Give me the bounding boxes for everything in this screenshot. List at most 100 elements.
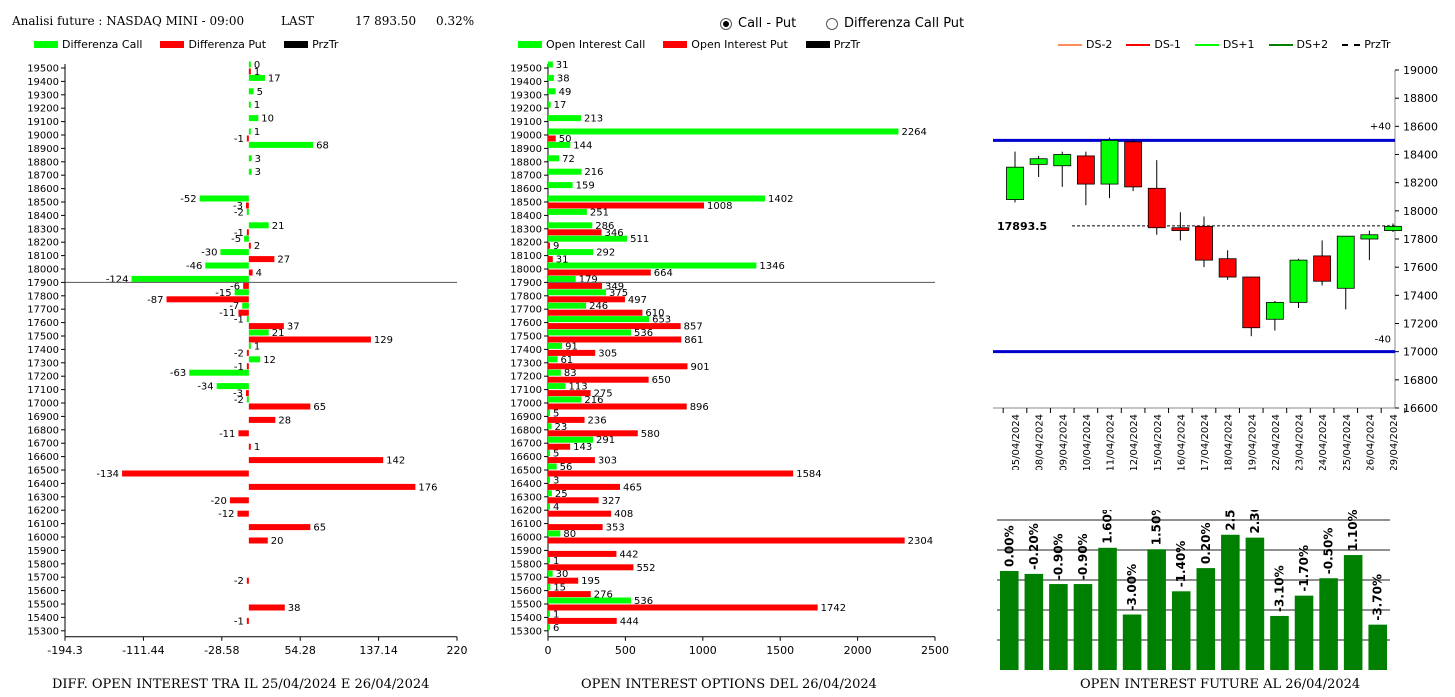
bar-put bbox=[548, 416, 585, 423]
change-value-label: -0.90% bbox=[1076, 533, 1090, 580]
bar-value-label: -12 bbox=[218, 509, 234, 520]
strike-tick-label: 19000 bbox=[27, 131, 59, 142]
bar-call bbox=[248, 356, 261, 363]
change-value-label: -3.10% bbox=[1272, 565, 1286, 612]
bar-call bbox=[548, 624, 550, 631]
strike-tick-label: 17800 bbox=[510, 291, 542, 302]
strike-tick-label: 15400 bbox=[510, 613, 542, 624]
bar-put bbox=[246, 577, 249, 584]
legend-item: Open Interest Put bbox=[663, 38, 788, 51]
bar-put bbox=[548, 390, 591, 397]
bar-value-label: -34 bbox=[197, 382, 213, 393]
bar-value-label: 552 bbox=[636, 563, 655, 574]
line-ds-plus1-icon bbox=[1194, 43, 1219, 46]
strike-tick-label: 16500 bbox=[510, 466, 542, 477]
legend-item: Differenza Put bbox=[160, 38, 266, 51]
candle-bearish bbox=[1171, 227, 1190, 231]
bar-value-label: 12 bbox=[263, 355, 276, 366]
price-tick-label: 17400 bbox=[1403, 289, 1438, 302]
last-price-label: 17893.5 bbox=[997, 220, 1047, 233]
bar-put bbox=[246, 229, 249, 236]
strike-tick-label: 18700 bbox=[510, 171, 542, 182]
candle-bullish bbox=[1100, 140, 1119, 185]
change-bar bbox=[1049, 584, 1068, 670]
bar-call bbox=[248, 168, 252, 175]
date-tick-label: 16/04/2024 bbox=[1176, 414, 1187, 470]
price-tick-label: 17000 bbox=[1403, 346, 1438, 359]
bar-value-label: -11 bbox=[219, 308, 235, 319]
bar-value-label: 21 bbox=[272, 328, 285, 339]
bar-call bbox=[548, 463, 557, 470]
bar-value-label: 896 bbox=[690, 402, 709, 413]
change-value-label: -0.90% bbox=[1051, 533, 1065, 580]
radio-differenza-call-put[interactable]: Differenza Call Put bbox=[826, 16, 964, 31]
strike-tick-label: 19200 bbox=[510, 104, 542, 115]
date-tick-label: 17/04/2024 bbox=[1200, 414, 1211, 470]
bar-value-label: 2304 bbox=[908, 536, 933, 547]
radio-differenza-label: Differenza Call Put bbox=[844, 16, 965, 31]
change-bar bbox=[1221, 534, 1240, 670]
strike-tick-label: 18600 bbox=[27, 184, 59, 195]
bar-call bbox=[248, 88, 254, 95]
bar-value-label: 1 bbox=[553, 609, 559, 620]
bar-value-label: -3 bbox=[233, 389, 243, 400]
change-bar bbox=[1171, 591, 1191, 670]
strike-tick-label: 17900 bbox=[27, 278, 59, 289]
bar-call bbox=[189, 369, 249, 376]
bar-value-label: 68 bbox=[316, 140, 329, 151]
bar-call bbox=[205, 262, 249, 269]
swatch-put-icon bbox=[663, 41, 688, 48]
radio-call-put[interactable]: Call - Put bbox=[720, 16, 796, 31]
bar-put bbox=[248, 457, 384, 464]
bar-call bbox=[548, 557, 550, 564]
bar-call bbox=[548, 155, 560, 162]
change-bar bbox=[1270, 615, 1289, 670]
diff-open-interest-chart: 19500 19400 19300 19200 19100 19000 18900 18800… bbox=[27, 60, 467, 657]
strike-tick-label: 17900 bbox=[510, 278, 542, 289]
strike-tick-label: 19000 bbox=[510, 131, 542, 142]
bar-call bbox=[199, 195, 249, 202]
legend-item: PrzTr bbox=[1342, 38, 1391, 51]
bar-value-label: 536 bbox=[634, 596, 653, 607]
bar-put bbox=[243, 282, 249, 289]
bar-value-label: 37 bbox=[287, 322, 300, 333]
strike-tick-label: 18400 bbox=[510, 211, 542, 222]
change-value-label: 0.20% bbox=[1199, 522, 1213, 564]
change-bar bbox=[1368, 624, 1387, 670]
strike-tick-label: 15600 bbox=[510, 586, 542, 597]
candle-bullish bbox=[1265, 301, 1284, 320]
date-tick-label: 25/04/2024 bbox=[1342, 414, 1353, 470]
strike-tick-label: 18500 bbox=[27, 198, 59, 209]
bar-value-label: -46 bbox=[186, 261, 202, 272]
bar-call bbox=[548, 249, 594, 256]
strike-tick-label: 16300 bbox=[27, 492, 59, 503]
bar-value-label: 275 bbox=[594, 389, 613, 400]
bar-value-label: 346 bbox=[605, 228, 624, 239]
bar-put bbox=[548, 457, 595, 464]
bar-put bbox=[548, 550, 617, 557]
bar-value-label: 113 bbox=[568, 382, 587, 393]
bar-value-label: 3 bbox=[255, 154, 261, 165]
bar-put bbox=[548, 336, 682, 343]
candle-bearish bbox=[1313, 255, 1332, 282]
change-bar bbox=[1196, 568, 1216, 670]
candle-bullish bbox=[1384, 225, 1402, 231]
strike-tick-label: 17800 bbox=[27, 291, 59, 302]
strike-tick-label: 16400 bbox=[510, 479, 542, 490]
bar-value-label: 236 bbox=[588, 415, 607, 426]
bar-value-label: 195 bbox=[581, 576, 600, 587]
bar-put bbox=[548, 510, 612, 517]
bar-put bbox=[238, 430, 249, 437]
candle-bullish bbox=[1053, 154, 1072, 167]
bar-call bbox=[548, 101, 551, 108]
strike-tick-label: 19300 bbox=[27, 90, 59, 101]
strike-tick-label: 18300 bbox=[510, 224, 542, 235]
bar-put bbox=[248, 604, 285, 611]
change-bar bbox=[1122, 614, 1142, 670]
bar-value-label: -20 bbox=[211, 496, 227, 507]
strike-tick-label: 15500 bbox=[510, 600, 542, 611]
date-tick-label: 29/04/2024 bbox=[1389, 414, 1400, 470]
strike-tick-label: 16700 bbox=[27, 439, 59, 450]
bar-value-label: 901 bbox=[690, 362, 709, 373]
radio-dot-selected-icon bbox=[720, 17, 732, 30]
